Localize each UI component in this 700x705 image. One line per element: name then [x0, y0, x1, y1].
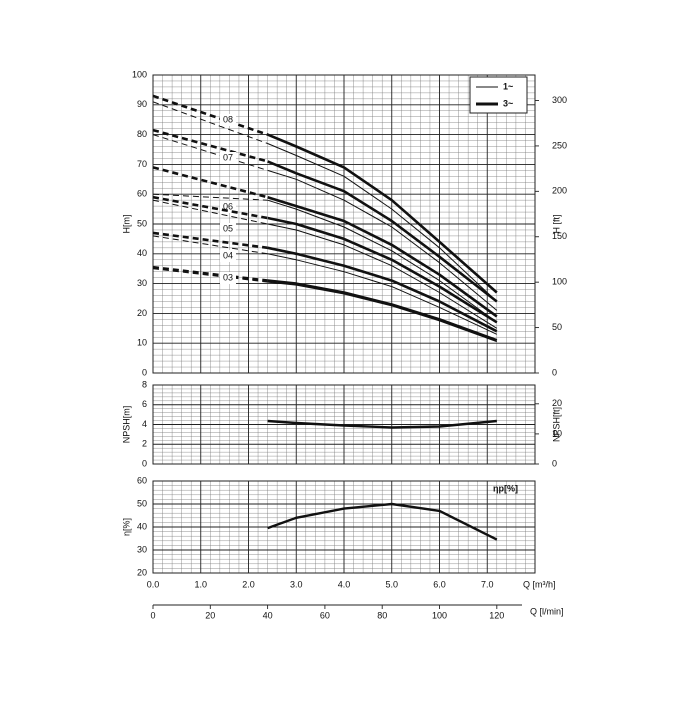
- plot-frame: [152, 384, 536, 465]
- y-tick-label: 0: [142, 458, 147, 468]
- y-tick-label: 6: [142, 399, 147, 409]
- x2-tick-label: 40: [263, 610, 273, 620]
- curve-extension: [152, 94, 269, 136]
- annotation: ηp[%]: [493, 483, 518, 493]
- stage-label: 05: [223, 223, 233, 233]
- stage-label-bg: [220, 223, 236, 235]
- x-tick-label: 7.0: [481, 579, 494, 589]
- curve-extension: [152, 134, 268, 171]
- x-axis-label: Q [m³/h]: [523, 579, 556, 589]
- y-tick-label: 4: [142, 419, 147, 429]
- y-tick-label: 0: [142, 367, 147, 377]
- y-tick-label: 8: [142, 379, 147, 389]
- pump-curve: [267, 169, 498, 311]
- x2-tick-label: 60: [320, 610, 330, 620]
- x2-tick-label: 80: [377, 610, 387, 620]
- plot-frame: [152, 74, 536, 374]
- y2-tick-label: 250: [552, 140, 567, 150]
- y-tick-label: 40: [137, 521, 147, 531]
- pump-curve: [267, 195, 498, 318]
- pump-curve: [267, 223, 498, 329]
- y-tick-label: 100: [132, 69, 147, 79]
- pump-curve: [267, 133, 498, 294]
- pump-curve: [267, 253, 498, 335]
- y-axis-label: η[%]: [121, 518, 131, 536]
- y-tick-label: 40: [137, 248, 147, 258]
- pump-curve: [267, 281, 497, 343]
- y2-axis-label: NPSH[ft]: [551, 407, 561, 442]
- stage-label: 07: [223, 152, 233, 162]
- y2-tick-label: 20: [552, 398, 562, 408]
- stage-label: 03: [223, 272, 233, 282]
- legend-box: [469, 76, 528, 114]
- x-tick-label: 5.0: [385, 579, 398, 589]
- x-tick-label: 6.0: [433, 579, 446, 589]
- y2-tick-label: 50: [552, 322, 562, 332]
- y2-tick-label: 100: [552, 277, 567, 287]
- y-tick-label: 2: [142, 439, 147, 449]
- pump-curve: [267, 216, 498, 324]
- y-axis-label: H[m]: [121, 215, 131, 234]
- pump-curve: [267, 279, 498, 342]
- stage-label-bg: [220, 114, 236, 126]
- x2-tick-label: 0: [150, 610, 155, 620]
- y-axis-label: NPSH[m]: [121, 406, 131, 444]
- y-tick-label: 30: [137, 278, 147, 288]
- curve: [267, 502, 498, 541]
- y2-axis-label: H [ft]: [551, 214, 561, 233]
- y2-tick-label: 300: [552, 95, 567, 105]
- y2-tick-label: 10: [552, 428, 562, 438]
- x2-axis-label: Q [l/min]: [530, 606, 564, 616]
- pump-curve: [267, 199, 498, 323]
- y-tick-label: 90: [137, 99, 147, 109]
- pump-curve: [267, 246, 498, 333]
- x2-tick-label: 120: [489, 610, 504, 620]
- stage-label: 06: [223, 201, 233, 211]
- y-tick-label: 20: [137, 567, 147, 577]
- y-tick-label: 50: [137, 218, 147, 228]
- stage-label-bg: [220, 272, 236, 284]
- plot-frame: [152, 480, 536, 574]
- curve-extension: [152, 193, 268, 201]
- stage-label-bg: [220, 250, 236, 262]
- legend-label: 1~: [503, 81, 513, 91]
- y-tick-label: 10: [137, 338, 147, 348]
- y-tick-label: 60: [137, 189, 147, 199]
- curve: [267, 419, 497, 429]
- y-tick-label: 70: [137, 159, 147, 169]
- y-tick-label: 60: [137, 475, 147, 485]
- y-tick-label: 30: [137, 544, 147, 554]
- legend-label: 3~: [503, 98, 513, 108]
- y2-tick-label: 0: [552, 367, 557, 377]
- x-tick-label: 2.0: [242, 579, 255, 589]
- x-tick-label: 3.0: [290, 579, 303, 589]
- pump-curve: [267, 160, 498, 303]
- y-tick-label: 20: [137, 308, 147, 318]
- x-tick-label: 1.0: [194, 579, 207, 589]
- y-tick-label: 50: [137, 498, 147, 508]
- y-tick-label: 80: [137, 129, 147, 139]
- x2-tick-label: 20: [205, 610, 215, 620]
- curve-extension: [152, 101, 268, 144]
- stage-label: 08: [223, 114, 233, 124]
- stage-label: 04: [223, 250, 233, 260]
- x-tick-label: 4.0: [338, 579, 351, 589]
- stage-label-bg: [220, 152, 236, 164]
- y2-tick-label: 150: [552, 231, 567, 241]
- x2-tick-label: 100: [432, 610, 447, 620]
- y2-tick-label: 0: [552, 458, 557, 468]
- x-tick-label: 0.0: [147, 579, 160, 589]
- pump-curve: [267, 143, 498, 302]
- y2-tick-label: 200: [552, 186, 567, 196]
